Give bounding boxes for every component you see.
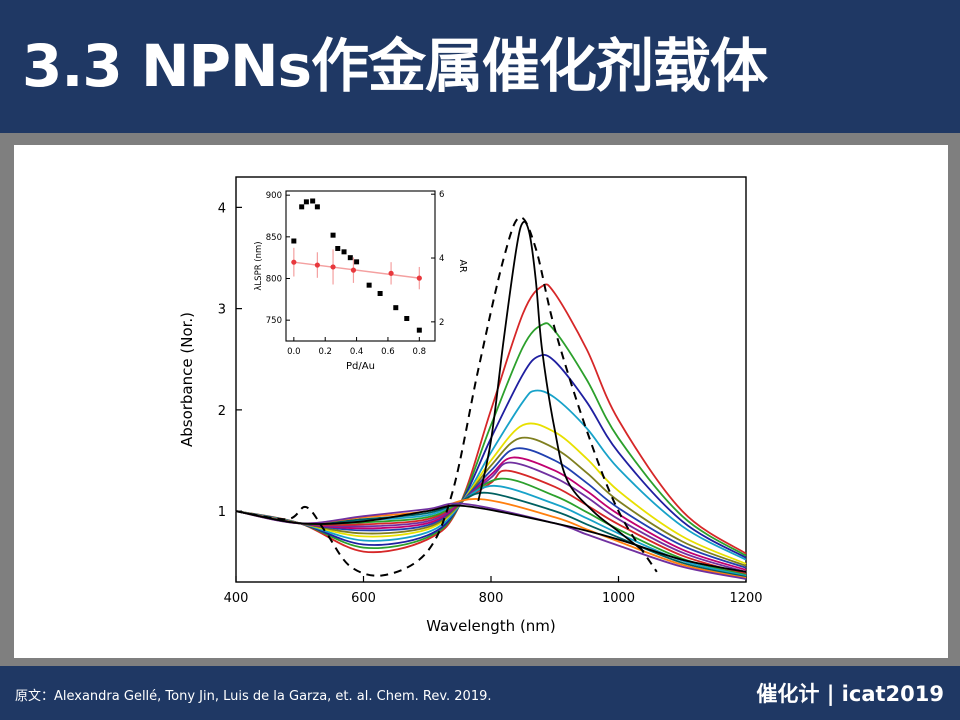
inset-square-point (393, 305, 399, 311)
spectrum-line (235, 456, 747, 571)
citation-text: 原文：Alexandra Gellé, Tony Jin, Luis de la… (15, 689, 492, 704)
spectrum-line (235, 447, 747, 569)
inset-y2-tick-label: 4 (439, 254, 444, 264)
x-tick-label: 1200 (729, 591, 762, 606)
spectrum-line (235, 322, 747, 557)
slide-header: 3.3 NPNs作金属催化剂载体 (0, 0, 960, 133)
y-axis-label: Absorbance (Nor.) (178, 312, 196, 447)
y-tick-label: 3 (218, 303, 226, 318)
x-tick-label: 1000 (602, 591, 635, 606)
inset-x-tick-label: 0.8 (413, 347, 427, 357)
x-tick-label: 400 (224, 591, 249, 606)
inset-x-tick-label: 0.6 (381, 347, 395, 357)
spectrum-line (235, 353, 747, 559)
inset-y-tick-label: 800 (266, 275, 282, 285)
inset-red-point (314, 262, 320, 268)
spectrum-line (235, 502, 747, 580)
inset-y-tick-label: 850 (266, 233, 282, 243)
inset-red-point (388, 270, 394, 276)
inset-y-tick-label: 750 (266, 316, 282, 326)
absorbance-chart: 400 600 800 1000 1200 1 2 3 4 Wavelength (nm) Abso… (178, 176, 763, 635)
inset-y2-tick-label: 2 (439, 318, 444, 328)
y-tick-label: 2 (218, 404, 226, 419)
inset-x-tick-label: 0.2 (318, 347, 332, 357)
y-tick-label: 1 (218, 505, 226, 520)
y-tick-label: 4 (218, 201, 226, 216)
brand-label: 催化计 | icat2019 (756, 682, 944, 706)
x-tick-label: 600 (351, 591, 376, 606)
inset-x-tick-label: 0.4 (350, 347, 364, 357)
inset-square-point (416, 327, 422, 333)
inset-red-point (291, 259, 297, 265)
inset-square-point (377, 291, 383, 296)
inset-square-point (341, 249, 347, 255)
inset-square-point (335, 246, 341, 251)
inset-fit-line (293, 261, 420, 279)
inset-frame (285, 190, 436, 342)
dashed-spectrum-line (235, 216, 658, 577)
spectrum-line (235, 389, 747, 561)
inset-square-point (330, 232, 336, 238)
inset-red-point (350, 267, 357, 273)
inset-square-point (303, 199, 309, 205)
inset-y2-tick-label: 6 (439, 190, 444, 200)
inset-square-point (299, 204, 305, 210)
inset-square-point (347, 255, 353, 261)
inset-y2-axis-label: AR (457, 259, 468, 272)
inset-plot: 0.0 0.2 0.4 0.6 0.8 750 800 850 900 2 4 6 Pd/Au λLSPR… (254, 190, 468, 372)
slide-title: 3.3 NPNs作金属催化剂载体 (22, 32, 768, 100)
inset-y-axis-label: λLSPR (nm) (254, 241, 264, 290)
spectrum-line (235, 469, 747, 575)
inset-x-axis-label: Pd/Au (346, 361, 375, 372)
spectrum-line (235, 436, 747, 567)
slide-footer: 原文：Alexandra Gellé, Tony Jin, Luis de la… (0, 666, 960, 720)
inset-red-point (330, 264, 336, 270)
spectrum-line (235, 283, 747, 555)
inset-square-point (404, 316, 410, 321)
x-axis-label: Wavelength (nm) (426, 617, 556, 635)
inset-square-point (291, 238, 297, 244)
inset-y-tick-label: 900 (266, 191, 282, 201)
peak-trace-line (477, 220, 645, 553)
spectrum-line (235, 461, 747, 573)
x-tick-label: 800 (479, 591, 504, 606)
figure-panel: 400 600 800 1000 1200 1 2 3 4 Wavelength (nm) Abso… (14, 145, 948, 658)
inset-square-point (354, 259, 360, 265)
inset-square-point (366, 282, 372, 288)
inset-x-tick-label: 0.0 (287, 347, 301, 357)
main-plot: 400 600 800 1000 1200 1 2 3 4 Wavelength (nm) Abso… (178, 176, 763, 635)
spectrum-line (235, 422, 747, 565)
inset-square-point (314, 204, 320, 210)
spectrum-line (235, 504, 747, 573)
inset-square-point (310, 198, 316, 204)
inset-red-point (416, 275, 422, 281)
